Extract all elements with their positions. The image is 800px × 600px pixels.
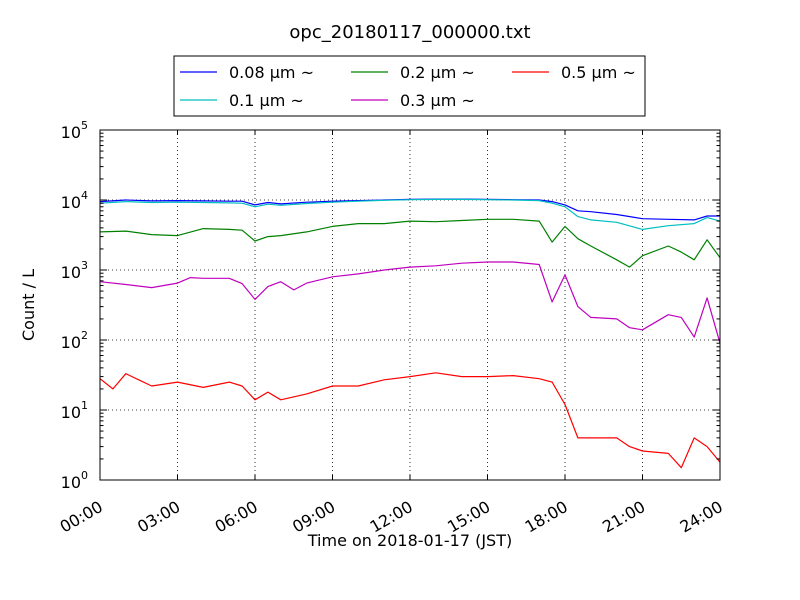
y-axis-label: Count / L — [19, 269, 38, 341]
series-line-3 — [99, 261, 721, 344]
series-line-2 — [99, 218, 721, 268]
x-tick-label: 21:00 — [599, 497, 648, 537]
x-tick-label: 06:00 — [212, 497, 261, 537]
legend-label: 0.08 μm ~ — [229, 63, 314, 82]
x-tick-label: 00:00 — [57, 497, 106, 537]
x-tick-label: 18:00 — [522, 497, 571, 537]
y-tick-label: 101 — [61, 399, 88, 422]
legend-label: 0.1 μm ~ — [229, 91, 304, 110]
series-line-1 — [99, 198, 721, 230]
legend-label: 0.5 μm ~ — [561, 63, 636, 82]
x-axis-label: Time on 2018-01-17 (JST) — [307, 531, 512, 550]
legend: 0.08 μm ~ 0.1 μm ~ 0.2 μm ~ 0.3 μm ~ 0.5 μm … — [173, 55, 646, 117]
legend-label: 0.3 μm ~ — [400, 91, 475, 110]
y-tick-label: 104 — [61, 189, 88, 212]
x-tick-label: 03:00 — [134, 497, 183, 537]
y-tick-label: 100 — [61, 469, 88, 492]
y-tick-label: 102 — [61, 329, 88, 352]
series-line-4 — [99, 372, 721, 469]
x-tick-label: 24:00 — [677, 497, 726, 537]
series-lines — [99, 198, 721, 469]
axis-ticks — [99, 129, 721, 481]
legend-box — [173, 55, 646, 117]
legend-label: 0.2 μm ~ — [400, 63, 475, 82]
y-tick-labels: 100 101 102 103 104 105 — [61, 119, 88, 492]
chart-title: opc_20180117_000000.txt — [289, 22, 530, 43]
y-tick-label: 105 — [61, 119, 88, 142]
y-tick-label: 103 — [61, 259, 88, 282]
grid — [100, 130, 720, 480]
